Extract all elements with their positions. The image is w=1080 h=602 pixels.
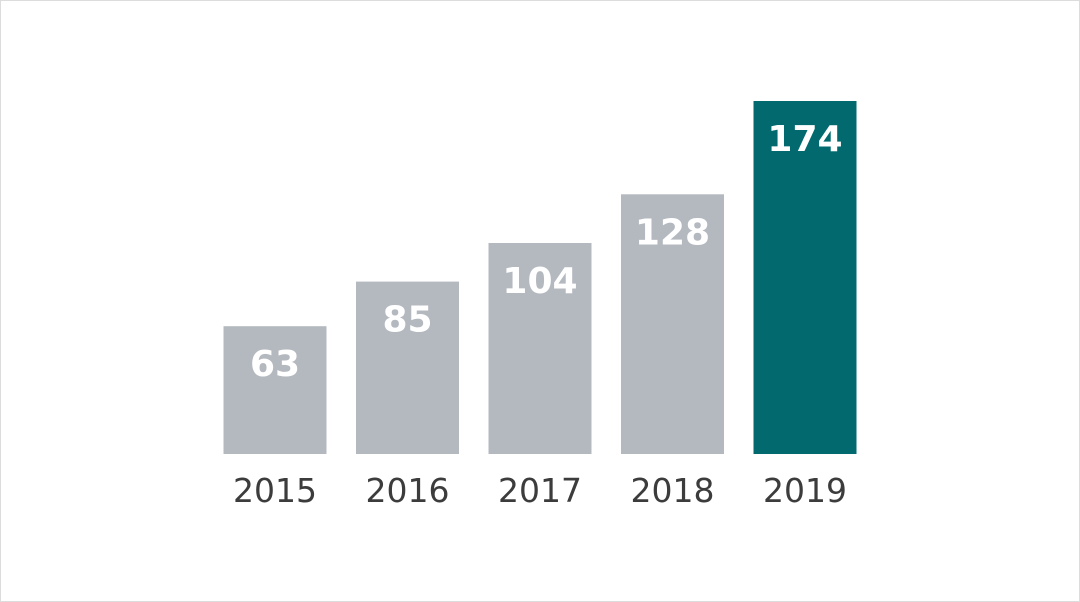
bar-2018 (621, 194, 724, 455)
x-tick-label-2019: 2019 (763, 471, 847, 510)
data-label-2015: 63 (250, 344, 300, 385)
data-label-2017: 104 (502, 261, 577, 302)
data-label-2016: 85 (382, 300, 432, 341)
bar-2015 (223, 326, 327, 454)
bar-2017 (488, 243, 592, 454)
data-label-2018: 128 (635, 212, 710, 253)
bars-layer (223, 101, 857, 455)
x-tick-labels-layer: 2015 2016 2017 2018 2019 (233, 471, 847, 510)
x-tick-label-2015: 2015 (233, 471, 317, 510)
x-tick-label-2017: 2017 (498, 471, 582, 510)
x-tick-label-2016: 2016 (366, 471, 450, 510)
data-labels-layer: 63 85 104 128 174 (250, 119, 843, 385)
bar-2016 (356, 281, 459, 454)
bar-2019 (753, 101, 857, 454)
x-tick-label-2018: 2018 (631, 471, 715, 510)
data-label-2019: 174 (767, 119, 842, 160)
